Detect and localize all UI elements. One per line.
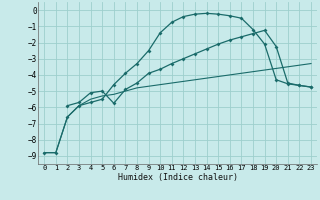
X-axis label: Humidex (Indice chaleur): Humidex (Indice chaleur): [118, 173, 238, 182]
